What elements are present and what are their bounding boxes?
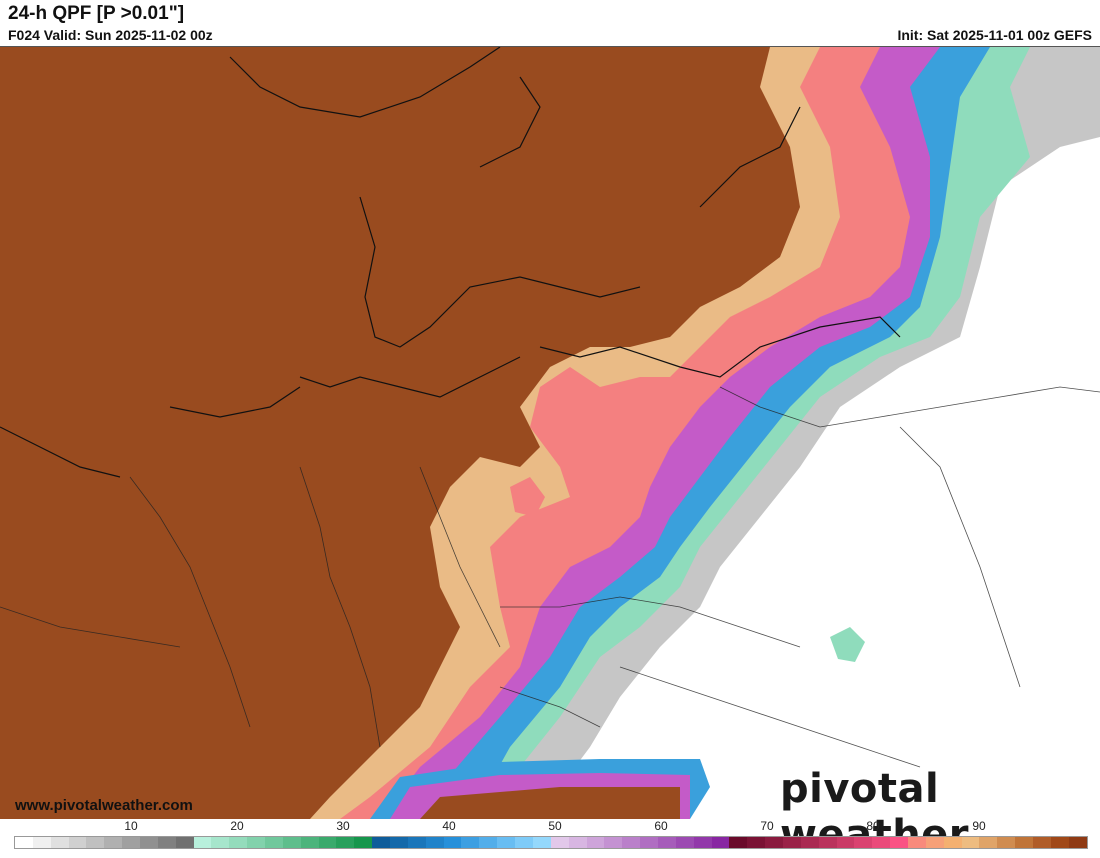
colorbar-segment <box>586 837 605 848</box>
colorbar-segment <box>32 837 51 848</box>
pivotal-weather-logo: pivotal weather <box>780 766 970 858</box>
colorbar-segment <box>157 837 176 848</box>
colorbar-segment <box>175 837 194 848</box>
colorbar-segment <box>407 837 426 848</box>
colorbar-segment <box>943 837 962 848</box>
country-borders <box>0 386 1100 768</box>
init-time: Init: Sat 2025-11-01 00z GEFS <box>897 27 1092 43</box>
colorbar-segment <box>711 837 730 848</box>
header-bar: 24-h QPF [P >0.01"] F024 Valid: Sun 2025… <box>0 0 1100 46</box>
colorbar-segment <box>961 837 980 848</box>
colorbar-segment <box>354 837 373 848</box>
colorbar-segment <box>140 837 158 848</box>
colorbar-segment <box>604 837 623 848</box>
colorbar-segment <box>461 837 480 848</box>
colorbar-segment <box>15 837 33 848</box>
colorbar-segment <box>640 837 658 848</box>
colorbar-segment <box>515 837 533 848</box>
colorbar-segment <box>282 837 301 848</box>
colorbar-segment <box>86 837 105 848</box>
colorbar-tick: 90 <box>972 819 986 833</box>
colorbar-segment <box>765 837 783 848</box>
colorbar-tick: 40 <box>442 819 456 833</box>
colorbar-segment <box>818 837 837 848</box>
colorbar-segment <box>1015 837 1033 848</box>
colorbar-segment <box>390 837 408 848</box>
coastlines <box>0 47 901 478</box>
colorbar-segment <box>372 837 391 848</box>
colorbar-segment <box>890 837 908 848</box>
precip-colorbar <box>14 836 1088 849</box>
colorbar-tick: 30 <box>336 819 350 833</box>
colorbar-segment <box>425 837 444 848</box>
colorbar-segment <box>50 837 69 848</box>
precip-band-south-brown <box>420 787 680 819</box>
colorbar-segment <box>122 837 141 848</box>
colorbar-segment <box>532 837 551 848</box>
colorbar-segment <box>925 837 944 848</box>
precip-map[interactable] <box>0 46 1100 819</box>
map-title: 24-h QPF [P >0.01"] <box>8 3 185 24</box>
map-canvas <box>0 47 1100 819</box>
colorbar-segment <box>729 837 748 848</box>
precip-spot-green <box>830 627 865 662</box>
colorbar-segment <box>747 837 766 848</box>
colorbar-segment <box>1050 837 1069 848</box>
colorbar-segment <box>854 837 873 848</box>
colorbar-segment <box>318 837 337 848</box>
colorbar-segment <box>443 837 462 848</box>
precip-band-brown <box>0 47 800 819</box>
colorbar-segment <box>997 837 1016 848</box>
colorbar-segment <box>336 837 355 848</box>
colorbar-segment <box>622 837 641 848</box>
colorbar-segment <box>836 837 855 848</box>
colorbar-segment <box>300 837 319 848</box>
colorbar-tick: 50 <box>548 819 562 833</box>
precip-spot-pink <box>510 477 545 517</box>
colorbar-segment <box>104 837 123 848</box>
colorbar-segment <box>1032 837 1051 848</box>
colorbar-segment <box>800 837 819 848</box>
colorbar-segment <box>1068 837 1087 848</box>
colorbar-segment <box>568 837 587 848</box>
colorbar-segment <box>211 837 230 848</box>
colorbar-segment <box>479 837 498 848</box>
colorbar-tick: 80 <box>866 819 880 833</box>
colorbar-tick: 10 <box>124 819 138 833</box>
colorbar-segment <box>979 837 998 848</box>
colorbar-segment <box>782 837 801 848</box>
colorbar-segment <box>229 837 248 848</box>
colorbar-segment <box>193 837 212 848</box>
colorbar-tick: 70 <box>760 819 774 833</box>
colorbar-segment <box>657 837 676 848</box>
colorbar-segment <box>872 837 891 848</box>
colorbar-segment <box>247 837 266 848</box>
colorbar-segment <box>68 837 87 848</box>
colorbar-segment <box>693 837 712 848</box>
colorbar-tick: 20 <box>230 819 244 833</box>
colorbar-segment <box>497 837 516 848</box>
colorbar-tick: 60 <box>654 819 668 833</box>
colorbar-segment <box>675 837 694 848</box>
valid-time: F024 Valid: Sun 2025-11-02 00z <box>8 27 213 43</box>
colorbar-segment <box>907 837 926 848</box>
colorbar-segment <box>550 837 569 848</box>
site-url[interactable]: www.pivotalweather.com <box>15 797 193 814</box>
colorbar-segment <box>265 837 283 848</box>
